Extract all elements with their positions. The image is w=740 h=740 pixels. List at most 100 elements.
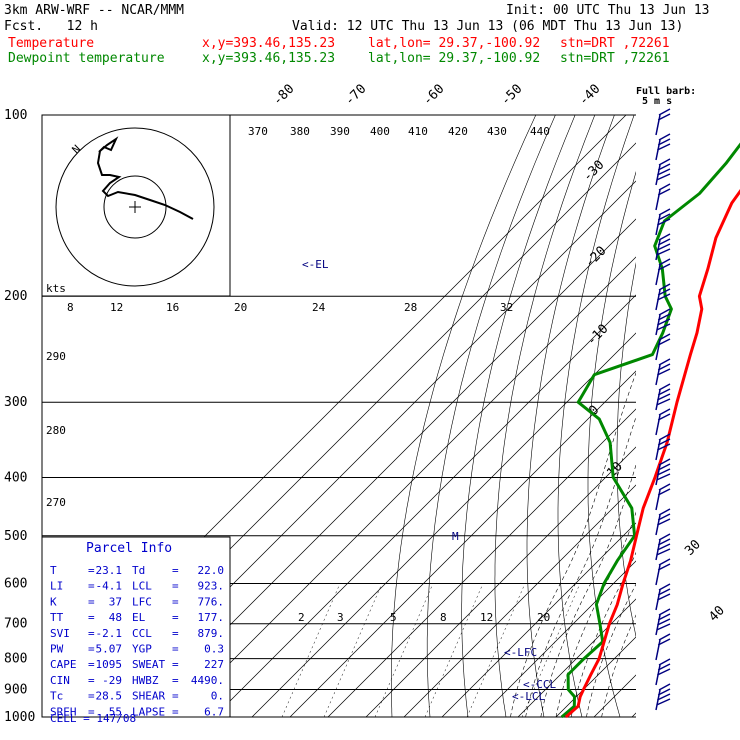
theta-e-label: 420 bbox=[448, 125, 468, 138]
wind-barb bbox=[655, 258, 671, 286]
isotherm bbox=[251, 115, 636, 717]
isotherm bbox=[365, 115, 636, 717]
dry-adiabat bbox=[616, 115, 636, 717]
theta-label: 270 bbox=[46, 496, 66, 509]
dry-adiabat bbox=[426, 115, 556, 717]
parcel-info-cell-text: HWBZ bbox=[132, 674, 159, 687]
wind-barb bbox=[655, 583, 671, 611]
hodograph-units-label: kts bbox=[46, 282, 66, 295]
mixing-ratio-label: 20 bbox=[537, 611, 550, 624]
dewpoint-legend-stn: stn=DRT ,72261 bbox=[560, 51, 670, 66]
theta-e-label: 410 bbox=[408, 125, 428, 138]
mixing-ratio-line bbox=[323, 583, 383, 717]
parcel-info-cell-text: = bbox=[172, 580, 179, 593]
wind-barb bbox=[655, 608, 671, 636]
parcel-info-cell-text: PW bbox=[50, 643, 64, 656]
wind-barb bbox=[655, 233, 671, 261]
dewpoint-trace bbox=[560, 142, 740, 719]
mixing-ratio-line bbox=[374, 583, 434, 717]
theta-e-label: 400 bbox=[370, 125, 390, 138]
theta-e-label: 390 bbox=[330, 125, 350, 138]
model-title: 3km ARW-WRF -- NCAR/MMM bbox=[4, 3, 184, 18]
temperature-legend-label: Temperature bbox=[8, 36, 94, 51]
parcel-info-cell-text: = bbox=[172, 705, 179, 718]
parcel-info-cell-text: 48 bbox=[109, 611, 122, 624]
parcel-info-cell-text: = bbox=[88, 627, 95, 640]
parcel-info-cell-text: CAPE bbox=[50, 658, 77, 671]
pressure-tick-label: 100 bbox=[4, 108, 27, 123]
hodograph-speed-label: 24 bbox=[312, 301, 326, 314]
parcel-info-cell-text: 6.7 bbox=[204, 705, 224, 718]
pressure-tick-label: 700 bbox=[4, 617, 27, 632]
init-time: Init: 00 UTC Thu 13 Jun 13 bbox=[506, 3, 710, 18]
parcel-info-cell-text: = bbox=[88, 674, 95, 687]
parcel-info-cell-text: 227 bbox=[204, 658, 224, 671]
parcel-info-cell-text: = bbox=[88, 564, 95, 577]
m-marker: M bbox=[452, 530, 459, 543]
wind-barb bbox=[655, 108, 671, 136]
parcel-info-cell-text: 37 bbox=[109, 595, 122, 608]
mixing-ratio-label: 8 bbox=[440, 611, 447, 624]
isotherm-label: -20 bbox=[582, 244, 609, 271]
dry-adiabat bbox=[699, 115, 740, 717]
parcel-info-cell-text: -2.1 bbox=[96, 627, 123, 640]
wind-barb bbox=[655, 533, 671, 561]
parcel-info-cell-text: 5.07 bbox=[96, 643, 123, 656]
parcel-info-cell-text: = bbox=[88, 690, 95, 703]
wind-barb bbox=[655, 433, 671, 461]
pressure-tick-label: 800 bbox=[4, 652, 27, 667]
pressure-tick-label: 1000 bbox=[4, 710, 35, 725]
wind-barb bbox=[655, 408, 671, 436]
parcel-info-cell-text: LAPSE bbox=[132, 705, 165, 718]
full-barb-label: Full barb: bbox=[636, 86, 696, 97]
mixing-ratio-line bbox=[281, 583, 341, 717]
parcel-info-cell-text: 177. bbox=[198, 611, 225, 624]
wind-barb bbox=[655, 133, 671, 161]
parcel-info-cell-text: = bbox=[172, 564, 179, 577]
parcel-info-cell-text: = bbox=[172, 627, 179, 640]
moist-adiabat bbox=[570, 296, 636, 717]
parcel-info-cell-text: Tc bbox=[50, 690, 63, 703]
dewpoint-legend-label: Dewpoint temperature bbox=[8, 51, 165, 66]
hodograph-speed-label: 20 bbox=[234, 301, 247, 314]
isotherm bbox=[327, 115, 636, 717]
dry-adiabat bbox=[390, 115, 537, 717]
parcel-info-cell-text: SREH bbox=[50, 705, 77, 718]
valid-time: Valid: 12 UTC Thu 13 Jun 13 (06 MDT Thu … bbox=[292, 19, 683, 34]
parcel-info-box: Parcel Info T = 23.1 Td = 22.0LI = -4.1 LCL = 923.… bbox=[41, 536, 231, 725]
dry-adiabat bbox=[494, 115, 596, 717]
parcel-info-cell-text: 0. bbox=[211, 690, 224, 703]
isotherm-label: -80 bbox=[270, 82, 297, 109]
parcel-info-cell-text: SHEAR bbox=[132, 690, 165, 703]
parcel-info-cell-text: TT bbox=[50, 611, 64, 624]
parcel-info-cell-text: 0.3 bbox=[204, 643, 224, 656]
dewpoint-legend-xy: x,y=393.46,135.23 bbox=[202, 51, 335, 66]
isotherm-label: -30 bbox=[580, 158, 607, 185]
parcel-info-cell-text: YGP bbox=[132, 643, 152, 656]
parcel-info-cell: CELL = 147/08 bbox=[50, 712, 136, 725]
dewpoint-legend-latlon: lat,lon= 29.37,-100.92 bbox=[368, 51, 540, 66]
wind-barb bbox=[655, 158, 671, 186]
parcel-info-cell-text: CIN bbox=[50, 674, 70, 687]
theta-e-label: 380 bbox=[290, 125, 310, 138]
wind-barb bbox=[655, 683, 671, 711]
isotherm bbox=[403, 115, 636, 717]
hodograph: N kts bbox=[41, 114, 231, 297]
isotherm-label: -10 bbox=[584, 322, 611, 349]
isotherm-label: -50 bbox=[498, 82, 525, 109]
parcel-info-cell-text: = bbox=[88, 643, 95, 656]
parcel-info-cell-text: = bbox=[172, 690, 179, 703]
mixing-ratio-line bbox=[466, 583, 526, 717]
parcel-info-cell-text: = bbox=[172, 611, 179, 624]
wind-barb bbox=[655, 383, 671, 411]
mixing-ratio-line bbox=[424, 583, 484, 717]
parcel-info-cell-text: = bbox=[88, 580, 95, 593]
dry-adiabat bbox=[645, 115, 696, 717]
el-label: <-EL bbox=[302, 258, 329, 271]
parcel-info-cell-text: T bbox=[50, 564, 57, 577]
parcel-info-cell-text: SVI bbox=[50, 627, 70, 640]
dry-adiabat bbox=[461, 115, 576, 717]
isotherm bbox=[175, 115, 636, 717]
lcl-label: <-LCL bbox=[512, 690, 545, 703]
parcel-info-cell-text: 1095 bbox=[96, 658, 123, 671]
